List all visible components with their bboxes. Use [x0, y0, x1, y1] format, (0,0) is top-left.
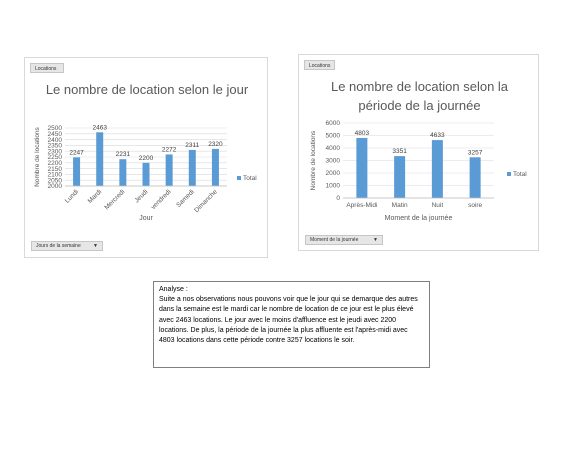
- bar: [96, 132, 104, 186]
- data-label: 2272: [162, 146, 177, 153]
- chart-panel-day[interactable]: Locations Le nombre de location selon le…: [24, 57, 268, 258]
- y-axis-title: Nombre de locations: [310, 130, 317, 190]
- data-label: 2231: [116, 151, 131, 158]
- bar: [469, 157, 481, 198]
- dropdown-arrow-icon: ▼: [373, 237, 378, 243]
- filter-label: Jours de la semaine: [36, 243, 81, 249]
- y-tick-label: 1000: [326, 183, 341, 190]
- y-tick-label: 2450: [48, 131, 63, 138]
- bar: [142, 162, 150, 186]
- chart-title: Le nombre de location selon le jour: [45, 82, 249, 97]
- field-button-locations[interactable]: Locations: [304, 60, 335, 70]
- x-tick-label: Jeudi: [133, 188, 149, 204]
- bar: [431, 140, 443, 198]
- filter-label: Moment de la journée: [310, 237, 359, 243]
- data-label: 3351: [392, 148, 407, 155]
- analysis-title: Analyse :: [159, 286, 188, 293]
- x-axis-title: Jour: [139, 215, 153, 222]
- bar: [165, 154, 173, 186]
- x-tick-label: Mardi: [87, 188, 103, 204]
- y-tick-label: 2500: [48, 125, 63, 132]
- y-tick-label: 2100: [48, 172, 63, 179]
- data-label: 2320: [208, 141, 223, 148]
- y-tick-label: 3000: [326, 158, 341, 165]
- chart-title: Le nombre de location selon la période d…: [330, 79, 509, 113]
- y-tick-label: 2350: [48, 143, 63, 150]
- x-tick-label: Après-Midi: [346, 202, 377, 209]
- y-axis-title: Nombre de locations: [34, 126, 41, 186]
- x-tick-label: Samedi: [175, 188, 196, 209]
- y-tick-label: 0: [336, 195, 340, 202]
- y-tick-label: 2250: [48, 154, 63, 161]
- bar: [73, 157, 81, 186]
- x-tick-label: Mercredi: [103, 188, 126, 211]
- y-tick-label: 2200: [48, 160, 63, 167]
- bar: [356, 137, 368, 198]
- analysis-box: Analyse : Suite a nos observations nous …: [153, 281, 430, 368]
- legend-label: Total: [243, 175, 257, 182]
- bar: [119, 159, 127, 186]
- x-tick-label: soire: [468, 202, 482, 209]
- bar: [188, 149, 196, 186]
- y-tick-label: 2000: [326, 170, 341, 177]
- legend-swatch: [507, 172, 511, 176]
- y-tick-label: 5000: [326, 133, 341, 140]
- data-label: 2463: [92, 124, 107, 131]
- bar: [211, 148, 219, 186]
- x-tick-label: vendredi: [150, 188, 173, 211]
- x-tick-label: Matin: [392, 202, 408, 209]
- y-tick-label: 2400: [48, 137, 63, 144]
- chart-svg-period: 0 1000 2000 3000 4000 5000 6000 4803 Après-Midi 3…: [310, 120, 527, 222]
- legend-label: Total: [513, 171, 527, 178]
- legend-swatch: [237, 176, 241, 180]
- field-button-locations[interactable]: Locations: [30, 63, 64, 73]
- x-tick-label: Nuit: [432, 202, 444, 209]
- y-tick-label: 4000: [326, 145, 341, 152]
- data-label: 2200: [139, 155, 154, 162]
- filter-button-days[interactable]: Jours de la semaine ▼: [31, 241, 103, 251]
- y-tick-label: 2000: [48, 183, 63, 190]
- x-tick-label: Dimanche: [193, 188, 219, 214]
- x-axis-title: Moment de la journée: [385, 215, 453, 222]
- filter-button-period[interactable]: Moment de la journée ▼: [305, 235, 383, 245]
- data-label: 2311: [185, 142, 199, 149]
- chart-panel-period[interactable]: Locations Le nombre de location selon la…: [298, 54, 539, 251]
- data-label: 3257: [468, 149, 483, 156]
- data-label: 4633: [430, 132, 445, 139]
- bar: [394, 156, 406, 198]
- dropdown-arrow-icon: ▼: [93, 243, 98, 249]
- analysis-text: Suite a nos observations nous pouvons vo…: [159, 296, 418, 345]
- y-tick-label: 2300: [48, 148, 63, 155]
- y-tick-label: 6000: [326, 120, 341, 127]
- y-tick-label: 2150: [48, 166, 63, 173]
- data-label: 4803: [355, 130, 370, 137]
- chart-svg-day: 2000205021002150220022502300235024002450…: [34, 124, 257, 222]
- y-tick-label: 2050: [48, 177, 63, 184]
- data-label: 2247: [69, 149, 84, 156]
- x-tick-label: Lundi: [64, 188, 80, 204]
